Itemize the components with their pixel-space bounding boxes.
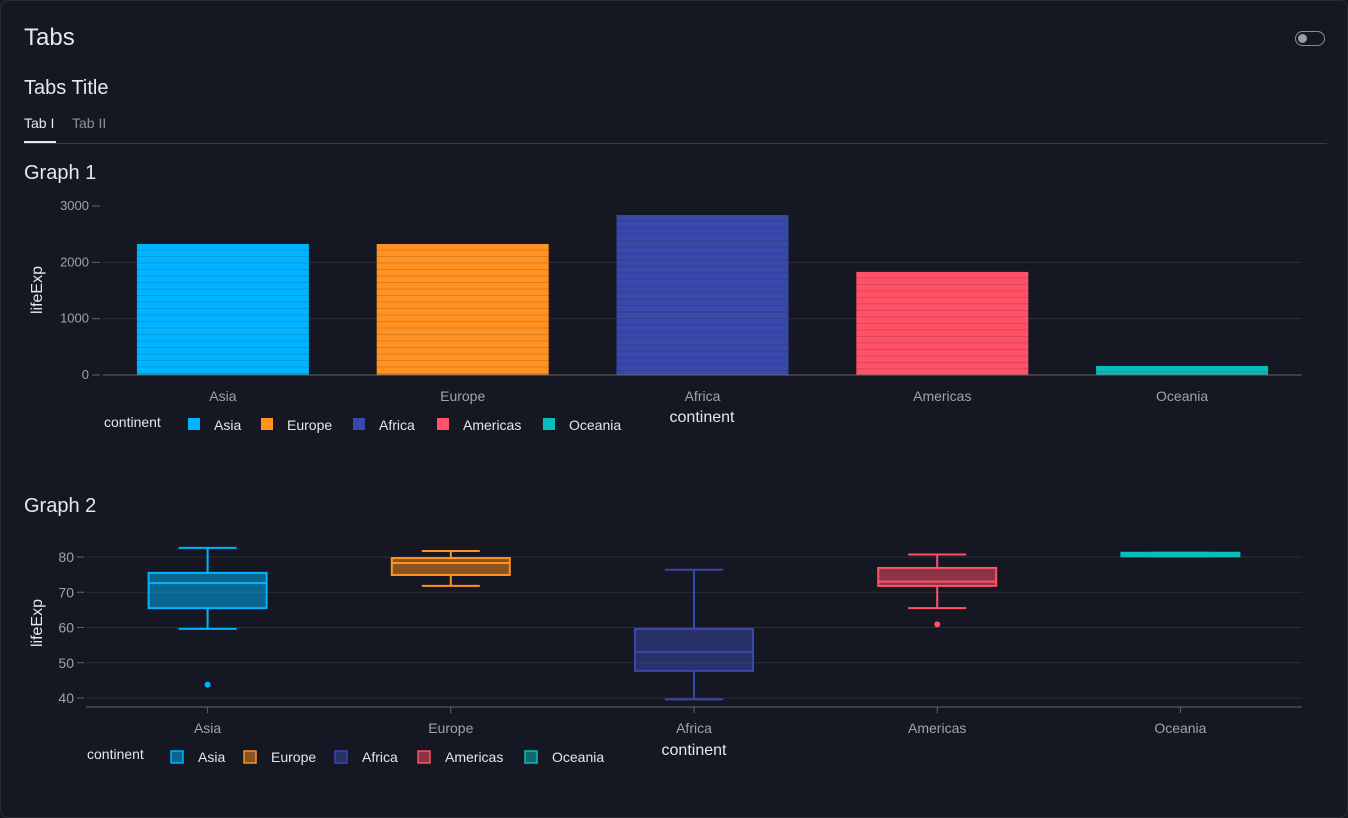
legend-item-africa: Africa: [379, 417, 415, 433]
x-tick-label: Oceania: [1156, 388, 1208, 404]
y-tick-label: 40: [58, 690, 74, 706]
x-tick-label: Europe: [428, 720, 473, 736]
legend-item-europe: Europe: [271, 749, 316, 765]
box-europe: [390, 557, 511, 576]
y-tick-label: 50: [58, 655, 74, 671]
legend-swatch-americas: [437, 418, 449, 430]
y-tick-label: 0: [82, 367, 89, 382]
legend-swatch-africa: [353, 418, 365, 430]
outlier-point: [934, 621, 941, 628]
tab-2[interactable]: Tab II: [72, 115, 107, 131]
outlier-point: [204, 681, 211, 688]
bar-asia: [136, 244, 309, 375]
x-tick-label: Europe: [440, 388, 485, 404]
legend-item-oceania: Oceania: [569, 417, 621, 433]
legend-swatch-europe: [243, 750, 257, 764]
graph-1-title: Graph 1: [24, 162, 97, 184]
x-tick-label: Asia: [194, 720, 221, 736]
legend-title: continent: [87, 746, 144, 762]
legend-swatch-oceania: [543, 418, 555, 430]
x-axis-title: continent: [662, 742, 727, 759]
legend-item-oceania: Oceania: [552, 749, 604, 765]
x-tick-label: Africa: [685, 388, 721, 404]
theme-toggle[interactable]: [1295, 31, 1325, 46]
bar-europe: [376, 244, 549, 375]
y-axis-title: lifeExp: [29, 599, 46, 647]
legend-swatch-asia: [188, 418, 200, 430]
legend-item-americas: Americas: [445, 749, 503, 765]
bar-africa: [616, 215, 789, 375]
box-asia: [147, 571, 268, 610]
y-tick-label: 2000: [60, 254, 89, 269]
legend-title: continent: [104, 414, 161, 430]
legend-item-africa: Africa: [362, 749, 398, 765]
legend-swatch-europe: [261, 418, 273, 430]
active-tab-indicator: [24, 141, 56, 143]
x-tick-label: Asia: [209, 388, 236, 404]
y-tick-label: 60: [58, 620, 74, 636]
graph-2-title: Graph 2: [24, 495, 97, 517]
y-axis-title: lifeExp: [29, 266, 46, 314]
x-tick-label: Africa: [676, 720, 712, 736]
legend-swatch-oceania: [524, 750, 538, 764]
y-tick-label: 1000: [60, 311, 89, 326]
tab-bar: Tab I Tab II: [24, 113, 1327, 144]
x-tick-label: Oceania: [1154, 720, 1206, 736]
tab-1[interactable]: Tab I: [24, 115, 55, 131]
y-tick-label: 70: [58, 584, 74, 600]
page-title: Tabs: [24, 24, 75, 51]
x-tick-label: Americas: [913, 388, 971, 404]
x-tick-label: Americas: [908, 720, 966, 736]
toggle-knob: [1298, 34, 1307, 43]
legend-item-asia: Asia: [198, 749, 225, 765]
legend-swatch-africa: [334, 750, 348, 764]
bar-americas: [856, 271, 1029, 375]
legend-swatch-asia: [170, 750, 184, 764]
y-tick-label: 80: [58, 549, 74, 565]
box-africa: [634, 627, 754, 672]
box-americas: [877, 566, 998, 587]
x-axis-title: continent: [670, 409, 735, 426]
legend-item-asia: Asia: [214, 417, 241, 433]
legend-swatch-americas: [417, 750, 431, 764]
legend-item-europe: Europe: [287, 417, 332, 433]
y-tick-label: 3000: [60, 198, 89, 213]
bar-oceania: [1096, 365, 1269, 375]
tabs-title: Tabs Title: [24, 77, 109, 99]
legend-item-americas: Americas: [463, 417, 521, 433]
